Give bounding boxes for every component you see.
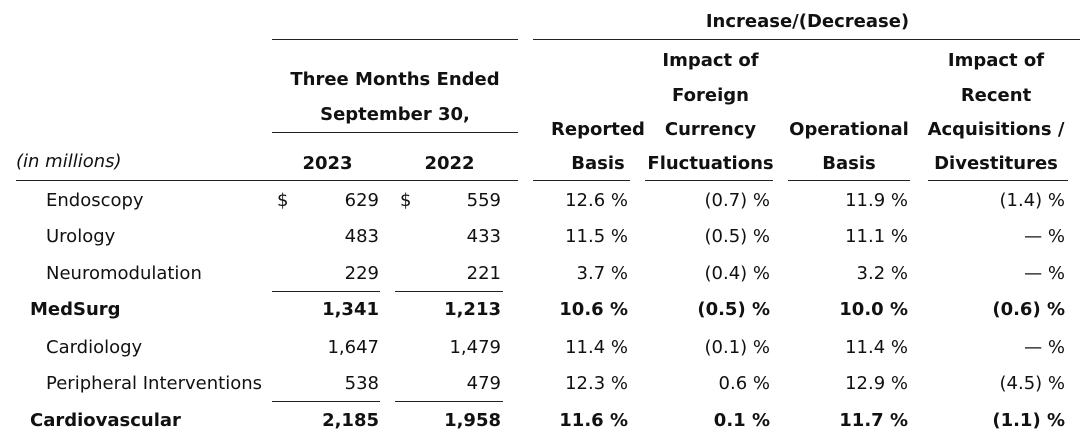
reported-basis: 12.6 % bbox=[565, 190, 628, 211]
operational-basis: 11.1 % bbox=[845, 226, 908, 247]
fx-header-1: Impact of bbox=[662, 50, 759, 71]
acq-impact: (1.1) % bbox=[992, 410, 1065, 431]
subtotal-rule bbox=[395, 401, 503, 402]
reported-basis: 3.7 % bbox=[576, 263, 628, 284]
currency-symbol: $ bbox=[400, 190, 412, 211]
header-bottom-rule-left bbox=[16, 180, 518, 181]
fx-header-3: Currency bbox=[664, 119, 757, 140]
reported-header-2: Basis bbox=[571, 153, 625, 174]
header-rule-reported bbox=[533, 180, 630, 181]
reported-basis: 11.4 % bbox=[565, 337, 628, 358]
operational-basis: 10.0 % bbox=[839, 299, 908, 320]
currency-symbol: $ bbox=[277, 190, 289, 211]
year-2022-header: 2022 bbox=[424, 153, 475, 174]
reported-basis: 11.6 % bbox=[559, 410, 628, 431]
value-2023: 1,647 bbox=[327, 337, 379, 358]
acq-impact: — % bbox=[1024, 226, 1065, 247]
value-2023: 483 bbox=[344, 226, 379, 247]
fx-header-2: Foreign bbox=[672, 85, 749, 106]
value-2022: 1,213 bbox=[444, 299, 501, 320]
acq-impact: (1.4) % bbox=[999, 190, 1066, 211]
value-2022: 559 bbox=[466, 190, 501, 211]
header-rule-acq bbox=[928, 180, 1068, 181]
acq-header-3: Acquisitions / bbox=[927, 119, 1065, 140]
operational-basis: 11.7 % bbox=[839, 410, 908, 431]
fx-impact: (0.5) % bbox=[704, 226, 771, 247]
row-label: Peripheral Interventions bbox=[46, 373, 262, 394]
row-label: Urology bbox=[46, 226, 116, 247]
acq-header-1: Impact of bbox=[947, 50, 1045, 71]
value-2023: 2,185 bbox=[322, 410, 379, 431]
fx-impact: 0.6 % bbox=[718, 373, 770, 394]
value-2022: 1,958 bbox=[444, 410, 501, 431]
row-label-subtotal: MedSurg bbox=[30, 299, 121, 320]
reported-basis: 12.3 % bbox=[565, 373, 628, 394]
acq-header-2: Recent bbox=[960, 85, 1032, 106]
period-title-line1: Three Months Ended bbox=[290, 69, 500, 90]
acq-header-4: Divestitures bbox=[934, 153, 1058, 174]
value-2023: 629 bbox=[344, 190, 379, 211]
row-label: Endoscopy bbox=[46, 190, 144, 211]
reported-header-1: Reported bbox=[551, 119, 645, 140]
fx-impact: (0.7) % bbox=[704, 190, 771, 211]
fx-impact: (0.1) % bbox=[704, 337, 771, 358]
unit-label: (in millions) bbox=[16, 151, 122, 172]
value-2022: 433 bbox=[466, 226, 501, 247]
row-label: Cardiology bbox=[46, 337, 143, 358]
value-2023: 229 bbox=[344, 263, 379, 284]
operational-header-1: Operational bbox=[789, 119, 909, 140]
value-2023: 538 bbox=[344, 373, 379, 394]
increase-rule bbox=[533, 39, 1080, 40]
period-top-rule bbox=[272, 39, 518, 40]
subtotal-rule bbox=[272, 291, 380, 292]
operational-basis: 12.9 % bbox=[845, 373, 908, 394]
increase-decrease-header: Increase/(Decrease) bbox=[705, 11, 910, 32]
fx-impact: (0.4) % bbox=[704, 263, 771, 284]
operational-basis: 3.2 % bbox=[856, 263, 908, 284]
reported-basis: 10.6 % bbox=[559, 299, 628, 320]
acq-impact: — % bbox=[1024, 337, 1065, 358]
operational-basis: 11.4 % bbox=[845, 337, 908, 358]
year-2023-header: 2023 bbox=[302, 153, 353, 174]
row-label-subtotal: Cardiovascular bbox=[30, 410, 181, 431]
value-2022: 1,479 bbox=[449, 337, 501, 358]
operational-basis: 11.9 % bbox=[845, 190, 908, 211]
reported-basis: 11.5 % bbox=[565, 226, 628, 247]
value-2022: 221 bbox=[466, 263, 501, 284]
fx-impact: 0.1 % bbox=[713, 410, 770, 431]
subtotal-rule bbox=[272, 401, 380, 402]
subtotal-rule bbox=[395, 291, 503, 292]
acq-impact: (4.5) % bbox=[999, 373, 1066, 394]
row-label: Neuromodulation bbox=[46, 263, 202, 284]
acq-impact: (0.6) % bbox=[992, 299, 1065, 320]
header-rule-operational bbox=[788, 180, 910, 181]
value-2023: 1,341 bbox=[322, 299, 379, 320]
acq-impact: — % bbox=[1024, 263, 1065, 284]
fx-impact: (0.5) % bbox=[697, 299, 770, 320]
period-title-line2: September 30, bbox=[320, 104, 470, 125]
operational-header-2: Basis bbox=[822, 153, 876, 174]
period-bottom-rule bbox=[272, 132, 518, 133]
value-2022: 479 bbox=[466, 373, 501, 394]
fx-header-4: Fluctuations bbox=[647, 153, 774, 174]
header-rule-fx bbox=[645, 180, 773, 181]
